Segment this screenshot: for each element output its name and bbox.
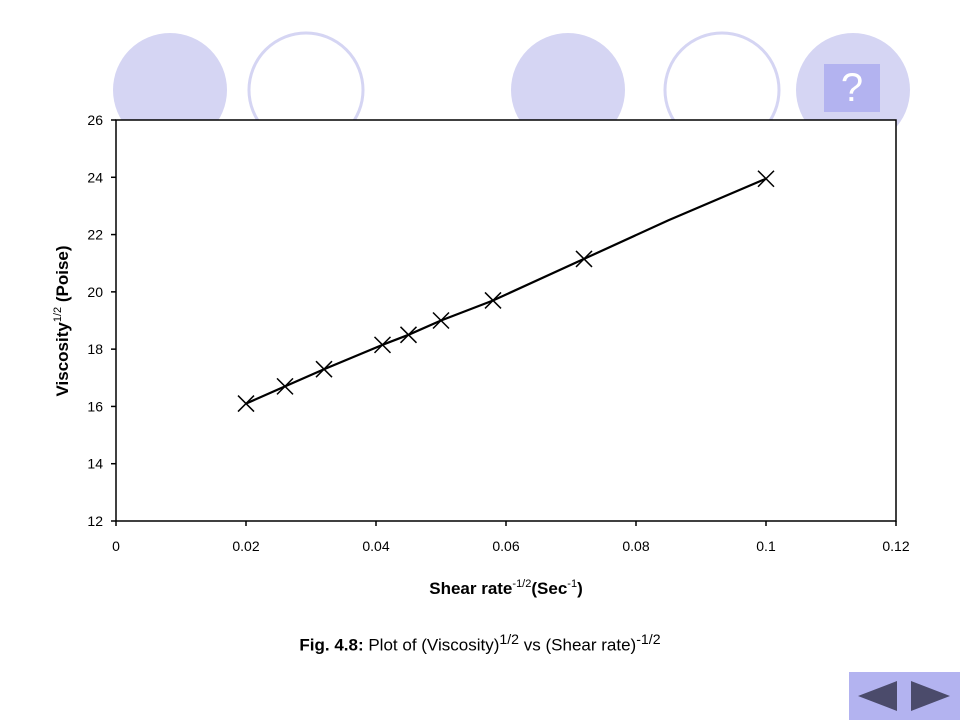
y-tick-label: 18 bbox=[87, 341, 103, 357]
question-icon: ? bbox=[840, 66, 864, 110]
caption-prefix: Fig. 4.8: bbox=[299, 635, 364, 655]
y-tick-label: 16 bbox=[87, 398, 103, 414]
caption-text-1: Plot of (Viscosity) bbox=[363, 635, 500, 655]
caption-sup-1: 1/2 bbox=[499, 632, 520, 648]
y-axis-label: Viscosity1/2 (Poise) bbox=[52, 245, 72, 396]
x-tick-label: 0.08 bbox=[622, 538, 649, 554]
plot-area bbox=[115, 119, 897, 522]
caption-sup-2: -1/2 bbox=[636, 632, 661, 648]
data-point bbox=[757, 170, 775, 188]
decorative-circle bbox=[247, 31, 365, 130]
help-button[interactable]: ? bbox=[824, 64, 880, 112]
next-button[interactable] bbox=[909, 680, 953, 712]
chart: 0 0.02 0.04 0.06 0.08 0.1 0.12 12 14 16 18 20 22 24 26… bbox=[52, 112, 910, 598]
slide-navigation bbox=[849, 672, 960, 720]
x-tick-label: 0.1 bbox=[756, 538, 776, 554]
x-tick-label: 0 bbox=[112, 538, 120, 554]
y-tick-label: 26 bbox=[87, 112, 103, 128]
y-tick-label: 14 bbox=[87, 456, 103, 472]
x-tick-label: 0.02 bbox=[232, 538, 259, 554]
caption-text-2: vs (Shear rate) bbox=[519, 635, 637, 655]
decorative-circle bbox=[113, 33, 227, 130]
y-tick-label: 20 bbox=[87, 284, 103, 300]
y-tick-label: 24 bbox=[87, 169, 103, 185]
data-point bbox=[276, 377, 294, 395]
y-tick-label: 12 bbox=[87, 513, 103, 529]
x-tick-label: 0.12 bbox=[882, 538, 909, 554]
data-point bbox=[575, 250, 593, 268]
x-axis-label: Shear rate-1/2(Sec-1) bbox=[429, 578, 583, 598]
data-point bbox=[432, 311, 450, 330]
data-point bbox=[237, 395, 255, 413]
decorative-circle bbox=[511, 33, 625, 130]
data-point bbox=[484, 291, 502, 309]
right-triangle-icon bbox=[911, 681, 950, 711]
data-point bbox=[399, 326, 418, 344]
x-tick-label: 0.04 bbox=[362, 538, 389, 554]
data-point bbox=[315, 360, 333, 378]
figure-caption: Fig. 4.8: Plot of (Viscosity)1/2 vs (She… bbox=[0, 632, 960, 656]
fit-line bbox=[245, 177, 767, 405]
x-tick-label: 0.06 bbox=[492, 538, 519, 554]
previous-button[interactable] bbox=[855, 680, 899, 712]
decorative-circle bbox=[663, 31, 781, 130]
data-point bbox=[373, 336, 392, 354]
y-tick-label: 22 bbox=[87, 227, 103, 243]
left-triangle-icon bbox=[858, 681, 897, 711]
